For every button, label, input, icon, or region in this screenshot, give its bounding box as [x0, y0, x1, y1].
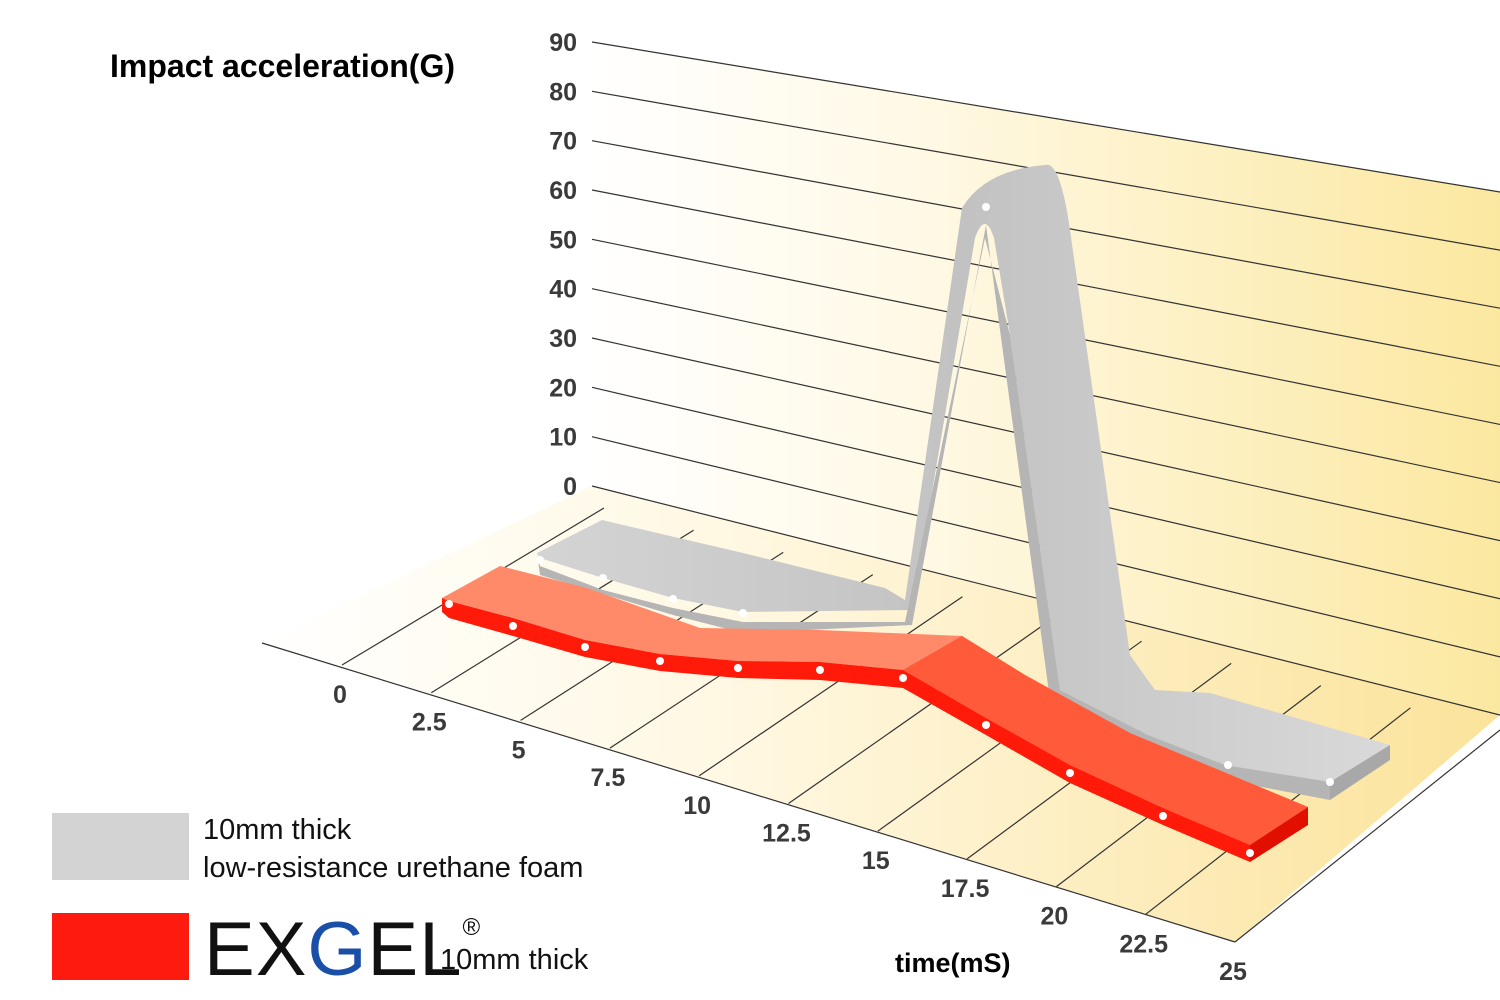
x-tick-label: 5 [512, 736, 526, 764]
y-axis-title: Impact acceleration(G) [110, 48, 455, 84]
exgel-point [656, 657, 664, 665]
exgel-ribbon-endcap [1250, 807, 1308, 862]
x-tick-label: 20 [1040, 903, 1068, 931]
legend-label-exgel: 10mm thick [440, 944, 589, 976]
y-tick-label: 10 [549, 424, 577, 452]
x-tick-label: 2.5 [412, 709, 447, 737]
x-tick-label: 0 [333, 681, 347, 709]
exgel-point [1246, 849, 1254, 857]
x-axis-title: time(mS) [895, 948, 1011, 978]
floor-line-10 [698, 596, 963, 777]
urethane-ribbon-endcap [1330, 745, 1390, 800]
legend-label-urethane-line2: low-resistance urethane foam [203, 852, 584, 884]
y-tick-label: 20 [549, 374, 577, 402]
y-tick-label: 60 [549, 177, 577, 205]
x-tick-label: 12.5 [762, 820, 811, 848]
x-tick-label: 17.5 [941, 875, 990, 903]
urethane-point [982, 203, 990, 211]
exgel-point [899, 674, 907, 682]
exgel-ribbon-side [442, 598, 1250, 862]
series-urethane-foam [536, 164, 1390, 800]
urethane-point [739, 609, 747, 617]
urethane-markers [536, 203, 1334, 786]
y-axis-ticks: 0 10 20 30 40 50 60 70 80 90 [549, 29, 577, 501]
y-tick-label: 40 [549, 276, 577, 304]
exgel-point [982, 721, 990, 729]
urethane-point [1326, 778, 1334, 786]
exgel-ribbon-top [442, 566, 1308, 845]
exgel-point [816, 666, 824, 674]
urethane-point [599, 574, 607, 582]
x-tick-label: 22.5 [1119, 930, 1168, 958]
exgel-point [1066, 769, 1074, 777]
registered-mark: ® [462, 914, 482, 941]
x-tick-label: 10 [683, 792, 711, 820]
urethane-point [669, 595, 677, 603]
floor-front-edge [261, 642, 1236, 943]
exgel-brand-el: EL [367, 907, 463, 992]
legend-swatch-urethane [52, 813, 189, 880]
y-tick-label: 80 [549, 78, 577, 106]
urethane-ribbon-top [537, 164, 1390, 782]
x-tick-label: 15 [862, 847, 890, 875]
floor-line-12.5 [788, 618, 1053, 804]
floor-line-25 [1234, 729, 1500, 943]
legend-label-urethane-line1: 10mm thick [203, 814, 352, 846]
exgel-markers [445, 600, 1254, 857]
exgel-ribbon-top-shade [903, 636, 1308, 845]
y-tick-label: 90 [549, 29, 577, 57]
x-tick-label: 25 [1219, 958, 1247, 986]
y-tick-label: 70 [549, 128, 577, 156]
urethane-point [1224, 761, 1232, 769]
exgel-point [1159, 812, 1167, 820]
x-axis-ticks: 0 2.5 5 7.5 10 12.5 15 17.5 20 22.5 25 [333, 681, 1247, 986]
exgel-brand-logo: EXGEL® [204, 912, 481, 988]
exgel-brand-ex: EX [204, 907, 308, 992]
x-tick-label: 7.5 [591, 764, 626, 792]
exgel-brand-g: G [307, 907, 368, 992]
gridline-y-90 [591, 41, 1500, 193]
legend-swatch-exgel [52, 913, 189, 980]
y-tick-label: 50 [549, 226, 577, 254]
exgel-point [581, 643, 589, 651]
y-tick-label: 0 [563, 473, 577, 501]
y-tick-label: 30 [549, 325, 577, 353]
exgel-point [445, 600, 453, 608]
exgel-point [509, 622, 517, 630]
exgel-point [734, 664, 742, 672]
urethane-point [536, 556, 544, 564]
series-exgel [442, 566, 1308, 862]
